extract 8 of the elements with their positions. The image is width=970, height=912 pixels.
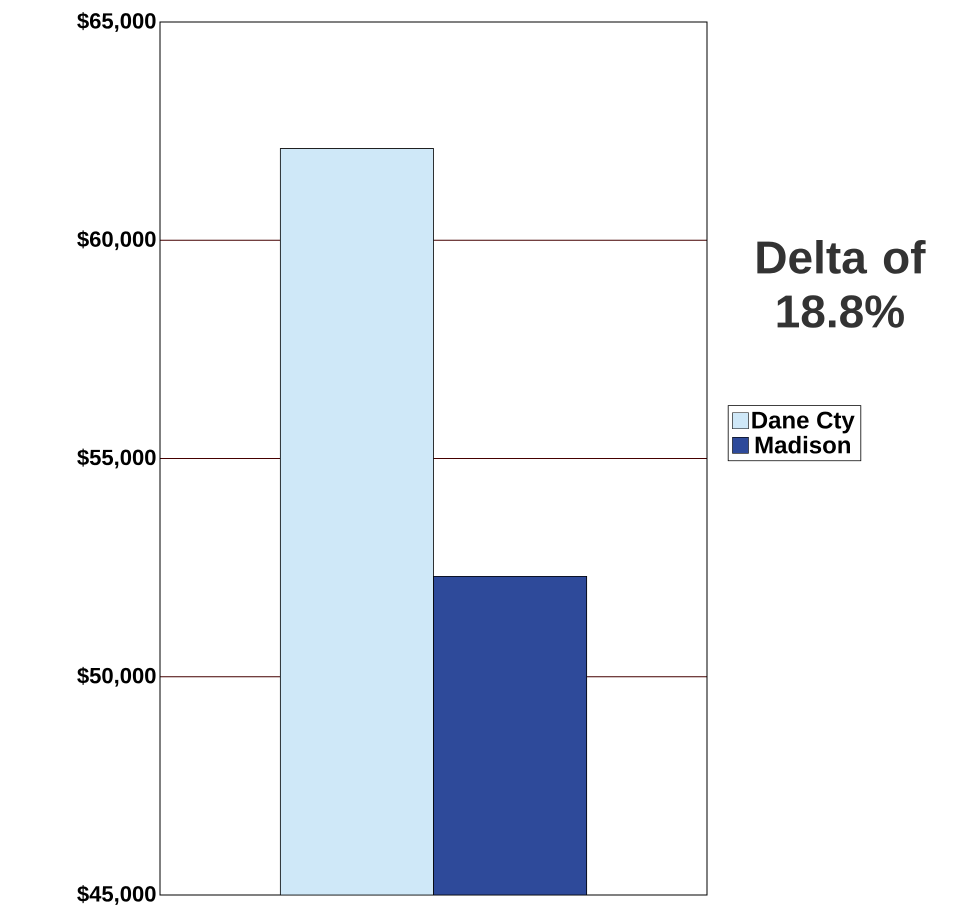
y-tick-label: $65,000 [77,12,156,32]
y-tick-label: $60,000 [77,230,156,250]
y-tick-label: $55,000 [77,448,156,468]
legend-label: Dane Cty [752,412,855,434]
y-tick-label: $50,000 [77,666,156,687]
text: Delta of 18.8% [757,240,926,328]
legend-label: Madison [756,436,850,454]
y-tick-label: $45,000 [77,885,156,905]
